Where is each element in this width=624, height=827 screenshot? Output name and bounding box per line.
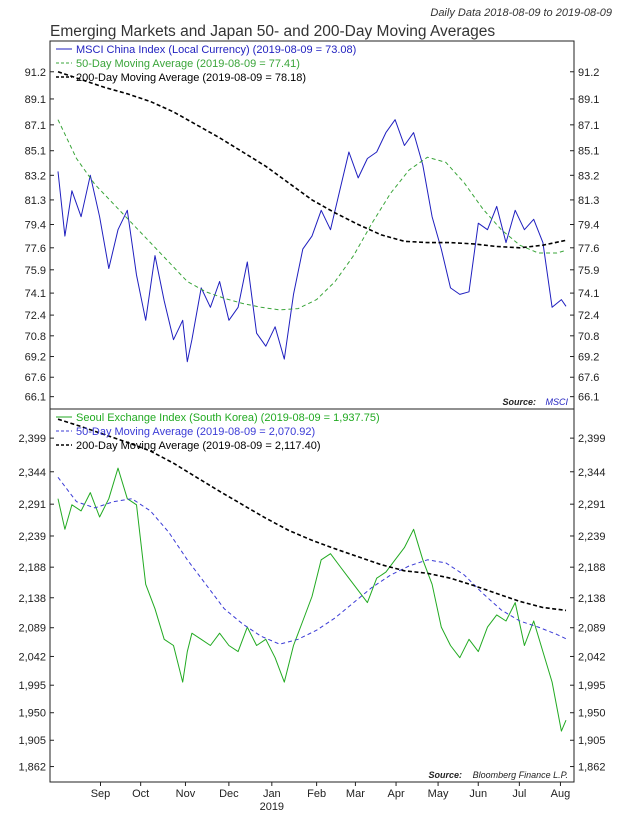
x-tick-label: Jul	[512, 788, 526, 800]
x-tick-label: Dec	[219, 788, 239, 800]
y-tick-label-right: 1,995	[578, 680, 606, 692]
x-tick-label: Jan	[263, 788, 281, 800]
y-tick-label-right: 2,399	[578, 433, 606, 445]
legend-entry: Seoul Exchange Index (South Korea) (2019…	[76, 412, 380, 424]
panel-seoul-korea: 2,399 2,399 2,344 2,344 2,291 2,291 2,239 2,239…	[18, 412, 605, 780]
y-tick-label-right: 69.2	[578, 352, 599, 364]
legend-entry: 50-Day Moving Average (2019-08-09 = 2,07…	[76, 426, 315, 438]
y-tick-label-left: 66.1	[25, 392, 46, 404]
plot-frame	[49, 40, 575, 783]
panel-msci-china: 91.2 91.2 89.1 89.1 87.1 87.1 85.1 85.1 83.2 83.2…	[25, 44, 600, 407]
y-tick-label-left: 1,862	[18, 762, 46, 774]
y-tick-label-right: 91.2	[578, 67, 599, 79]
y-tick-label-right: 83.2	[578, 170, 599, 182]
y-tick-label-left: 70.8	[25, 331, 46, 343]
x-tick-label: Mar	[346, 788, 365, 800]
y-tick-label-left: 77.6	[25, 243, 46, 255]
y-tick-label-right: 66.1	[578, 392, 599, 404]
chart-subtitle: Daily Data 2018-08-09 to 2019-08-09	[430, 7, 612, 19]
y-tick-label-left: 81.3	[25, 195, 46, 207]
y-tick-label-left: 87.1	[25, 120, 46, 132]
x-tick-label: Apr	[387, 788, 404, 800]
series-line-index	[57, 119, 567, 363]
y-tick-label-left: 72.4	[25, 310, 46, 322]
y-tick-label-right: 87.1	[578, 120, 599, 132]
legend-entry: 50-Day Moving Average (2019-08-09 = 77.4…	[76, 58, 300, 70]
y-tick-label-left: 83.2	[25, 170, 46, 182]
y-tick-label-left: 2,042	[18, 651, 46, 663]
y-tick-label-left: 85.1	[25, 146, 46, 158]
series-line-ma200	[57, 418, 567, 612]
y-tick-label-right: 74.1	[578, 288, 599, 300]
y-tick-label-left: 69.2	[25, 352, 46, 364]
y-tick-label-left: 2,344	[18, 467, 46, 479]
chart-title: Emerging Markets and Japan 50- and 200-D…	[50, 23, 495, 40]
y-tick-label-right: 81.3	[578, 195, 599, 207]
x-tick-label: Nov	[176, 788, 196, 800]
y-tick-label-right: 72.4	[578, 310, 599, 322]
y-tick-label-left: 2,291	[18, 499, 46, 511]
source-label: Source:	[502, 397, 536, 407]
y-tick-label-right: 67.6	[578, 372, 599, 384]
y-tick-label-left: 2,138	[18, 593, 46, 605]
y-tick-label-left: 2,239	[18, 531, 46, 543]
y-tick-label-right: 70.8	[578, 331, 599, 343]
y-tick-label-left: 75.9	[25, 265, 46, 277]
source-value: MSCI	[546, 397, 569, 407]
y-tick-label-left: 91.2	[25, 67, 46, 79]
x-tick-label: May	[428, 788, 449, 800]
y-tick-label-right: 79.4	[578, 220, 599, 232]
series-line-ma200	[57, 71, 567, 249]
y-tick-label-left: 2,399	[18, 433, 46, 445]
legend-entry: MSCI China Index (Local Currency) (2019-…	[76, 44, 356, 56]
y-tick-label-right: 2,239	[578, 531, 606, 543]
series-line-ma50	[57, 476, 567, 645]
x-tick-label: Feb	[307, 788, 326, 800]
x-axis: Sep Oct Nov Dec Jan Feb Mar Apr May Jun Jul Aug 2019	[91, 782, 571, 813]
y-tick-label-right: 2,344	[578, 467, 606, 479]
series-line-index	[57, 467, 567, 732]
y-tick-label-left: 67.6	[25, 372, 46, 384]
x-year-label: 2019	[260, 801, 284, 813]
x-tick-label: Oct	[132, 788, 149, 800]
y-tick-label-right: 1,862	[578, 762, 606, 774]
y-tick-label-right: 2,138	[578, 593, 606, 605]
y-tick-label-left: 1,905	[18, 735, 46, 747]
y-tick-label-right: 2,188	[578, 562, 606, 574]
y-tick-label-right: 77.6	[578, 243, 599, 255]
y-tick-label-left: 2,089	[18, 623, 46, 635]
y-tick-label-right: 85.1	[578, 146, 599, 158]
y-tick-label-right: 2,291	[578, 499, 606, 511]
legend-entry: 200-Day Moving Average (2019-08-09 = 78.…	[76, 72, 306, 84]
y-tick-label-right: 89.1	[578, 94, 599, 106]
y-tick-label-left: 74.1	[25, 288, 46, 300]
y-tick-label-right: 1,950	[578, 708, 606, 720]
y-tick-label-right: 2,042	[578, 651, 606, 663]
y-tick-label-left: 89.1	[25, 94, 46, 106]
y-tick-label-left: 1,950	[18, 708, 46, 720]
x-tick-label: Sep	[91, 788, 111, 800]
legend-entry: 200-Day Moving Average (2019-08-09 = 2,1…	[76, 440, 321, 452]
x-tick-label: Jun	[469, 788, 487, 800]
y-tick-label-left: 2,188	[18, 562, 46, 574]
source-label: Source:	[428, 770, 462, 780]
y-tick-label-left: 79.4	[25, 220, 46, 232]
series-line-ma50	[57, 119, 567, 311]
y-tick-label-left: 1,995	[18, 680, 46, 692]
y-tick-label-right: 1,905	[578, 735, 606, 747]
source-value: Bloomberg Finance L.P.	[473, 770, 568, 780]
x-tick-label: Aug	[551, 788, 571, 800]
y-tick-label-right: 2,089	[578, 623, 606, 635]
y-tick-label-right: 75.9	[578, 265, 599, 277]
